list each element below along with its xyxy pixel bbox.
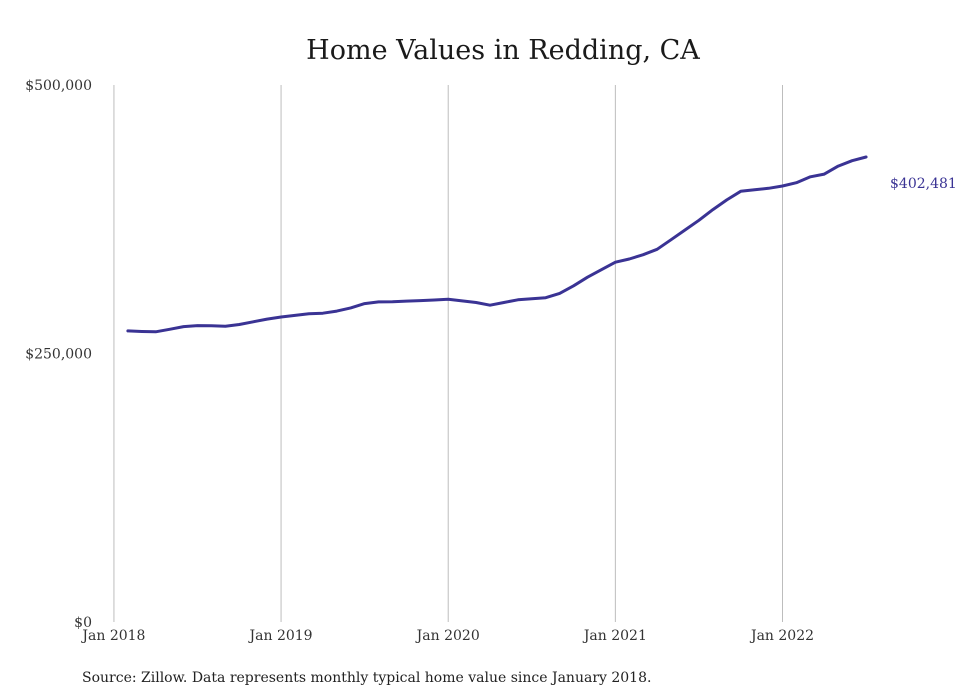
chart-title: Home Values in Redding, CA <box>306 35 700 66</box>
series-layer <box>126 155 868 334</box>
x-tick-label: Jan 2019 <box>248 628 313 644</box>
x-tick-label: Jan 2018 <box>80 628 145 644</box>
x-tick-label: Jan 2020 <box>415 628 480 644</box>
x-axis-ticks: Jan 2018 Jan 2019 Jan 2020 Jan 2021 Jan 2022 <box>80 628 814 644</box>
x-tick-label: Jan 2021 <box>582 628 647 644</box>
source-note: Source: Zillow. Data represents monthly … <box>82 670 651 686</box>
y-tick-label: $0 <box>74 615 92 631</box>
end-value-label: $402,481 <box>890 176 957 192</box>
gridlines <box>113 85 783 622</box>
series-line <box>126 155 868 334</box>
x-tick-label: Jan 2022 <box>749 628 814 644</box>
y-axis-ticks: $500,000 $250,000 $0 <box>25 78 92 631</box>
y-tick-label: $500,000 <box>25 78 92 94</box>
y-tick-label: $250,000 <box>25 347 92 363</box>
